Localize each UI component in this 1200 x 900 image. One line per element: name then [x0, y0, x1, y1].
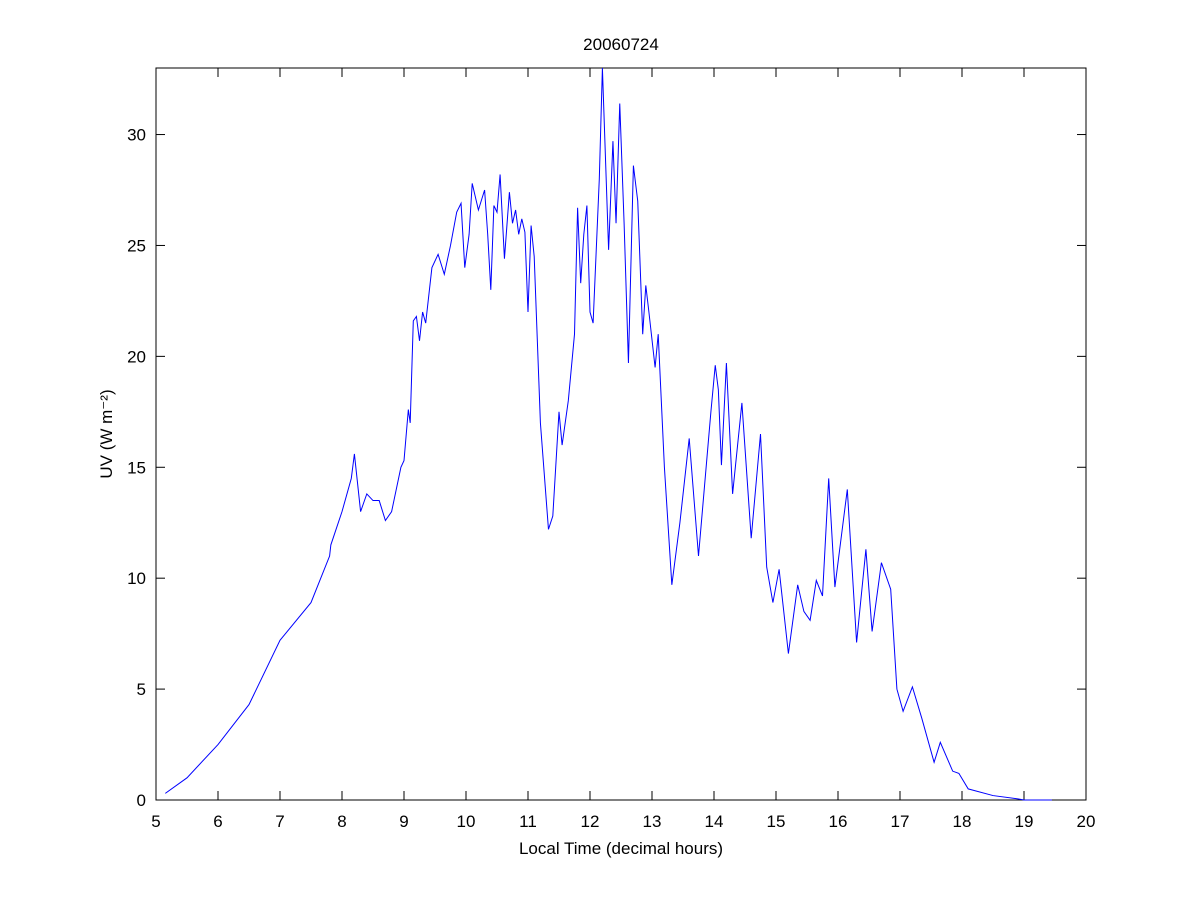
y-tick-label: 5 [137, 680, 146, 699]
x-tick-label: 10 [457, 812, 476, 831]
plot-box [155, 67, 1087, 801]
y-tick-label: 0 [137, 791, 146, 810]
x-tick-label: 20 [1077, 812, 1096, 831]
x-tick-label: 14 [705, 812, 724, 831]
x-axis-label: Local Time (decimal hours) [519, 839, 723, 858]
y-tick-label: 25 [127, 236, 146, 255]
y-tick-label: 20 [127, 347, 146, 366]
x-tick-label: 11 [519, 812, 537, 831]
x-tick-label: 15 [767, 812, 786, 831]
x-tick-label: 7 [275, 812, 284, 831]
y-tick-label: 15 [127, 458, 146, 477]
x-tick-label: 6 [213, 812, 222, 831]
x-tick-label: 9 [399, 812, 408, 831]
data-line [165, 67, 1052, 801]
y-tick-label: 30 [127, 126, 146, 145]
x-tick-label: 19 [1015, 812, 1034, 831]
x-tick-label: 18 [953, 812, 972, 831]
x-tick-label: 5 [151, 812, 160, 831]
x-tick-label: 16 [829, 812, 848, 831]
y-axis-label: UV (W m⁻²) [97, 389, 116, 478]
x-tick-label: 12 [581, 812, 600, 831]
x-tick-label: 17 [891, 812, 910, 831]
chart-title: 20060724 [583, 35, 659, 54]
x-tick-label: 8 [337, 812, 346, 831]
x-tick-label: 13 [643, 812, 662, 831]
y-tick-label: 10 [127, 569, 146, 588]
